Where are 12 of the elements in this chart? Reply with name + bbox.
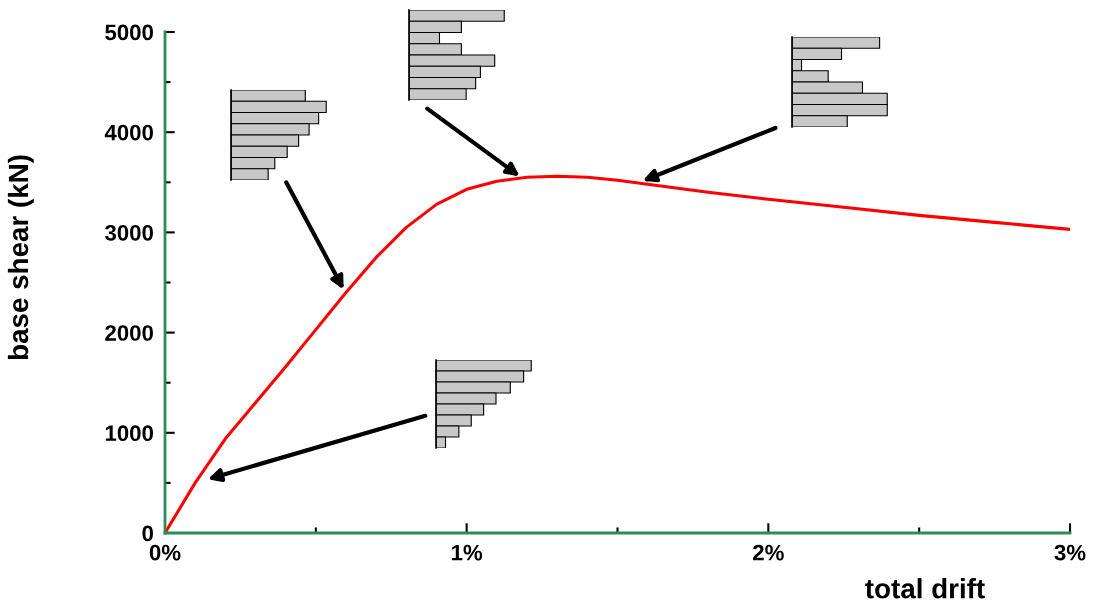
x-tick-label: 1%: [452, 544, 483, 561]
y-tick-label: 0: [142, 525, 153, 542]
x-tick-label: 2%: [753, 544, 784, 561]
y-tick-label: 4000: [104, 124, 153, 141]
x-tick-label: 0%: [149, 544, 181, 561]
y-tick-label: 2000: [105, 325, 153, 341]
y-axis-title: base shear (kN): [7, 155, 34, 360]
y-tick-label: 5000: [105, 24, 153, 41]
x-tick-label: 3%: [1054, 544, 1086, 561]
y-tick-label: 3000: [104, 224, 153, 241]
x-axis-title: total drift: [865, 578, 985, 599]
y-tick-label: 1000: [105, 425, 153, 442]
